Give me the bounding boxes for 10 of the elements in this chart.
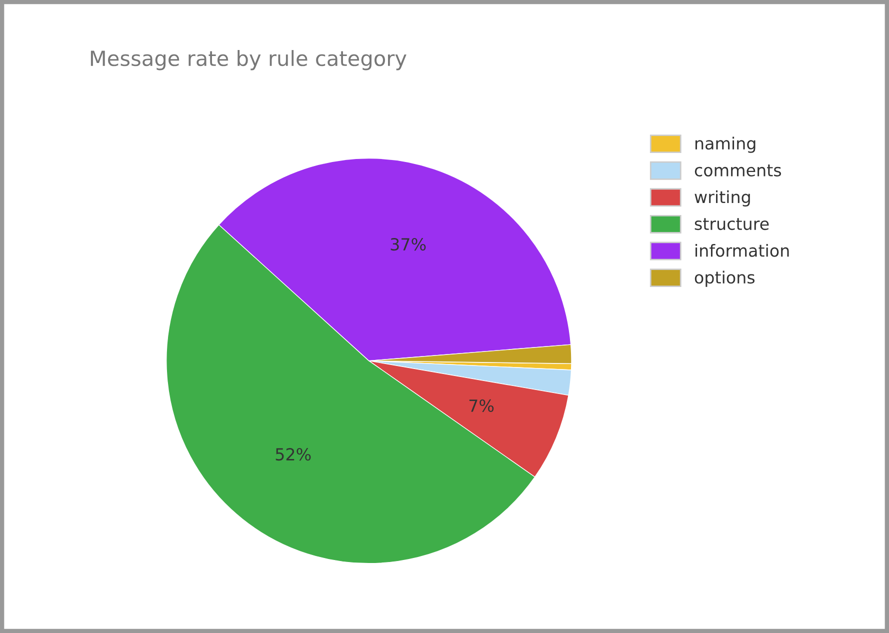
data-label: 52% <box>276 448 311 461</box>
data-label: 7% <box>469 399 494 412</box>
chart-title: Message rate by rule category <box>90 50 406 70</box>
legend-label: options <box>694 270 755 287</box>
legend-label: comments <box>694 164 782 176</box>
legend-label: information <box>696 244 789 257</box>
legend-label: writing <box>694 190 750 206</box>
data-label: 37% <box>390 238 426 251</box>
legend-label: structure <box>694 218 769 230</box>
legend-label: naming <box>695 136 756 153</box>
